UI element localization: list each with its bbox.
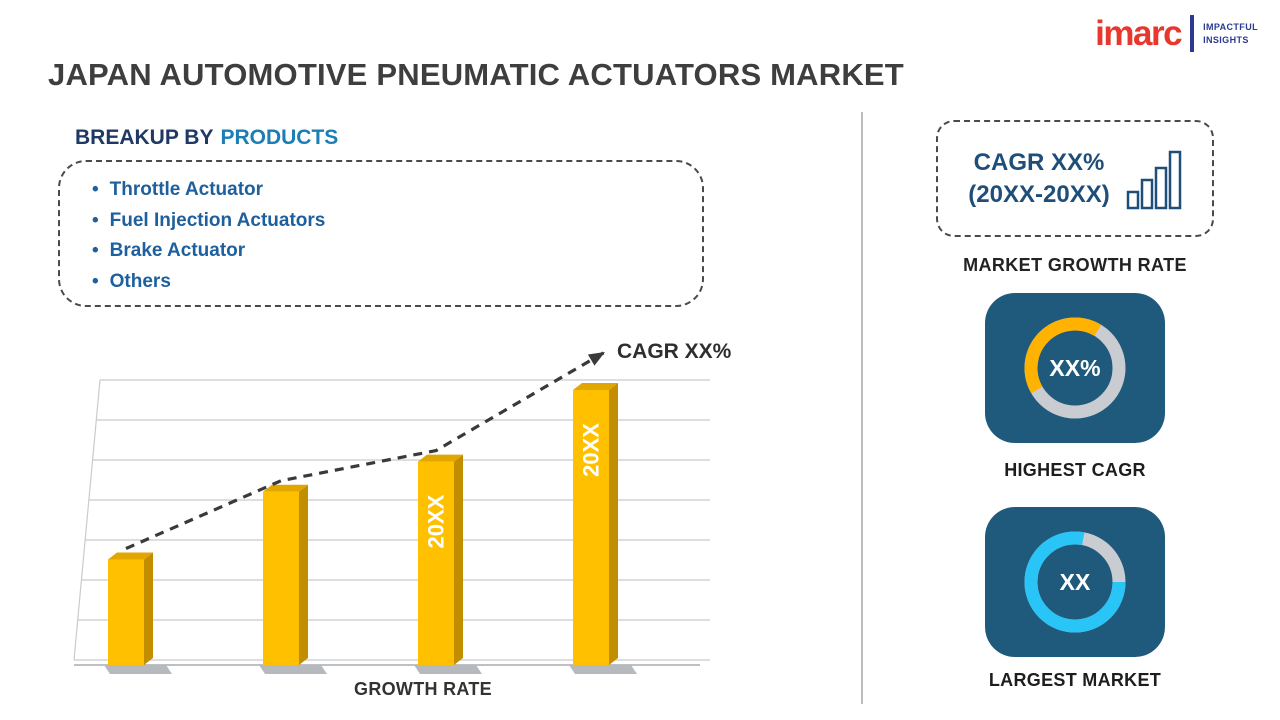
list-item: Others bbox=[92, 267, 702, 298]
logo-tagline-line1: IMPACTFUL bbox=[1203, 22, 1258, 33]
chart-x-axis-label: GROWTH RATE bbox=[354, 679, 492, 699]
cagr-summary-box: CAGR XX% (20XX-20XX) bbox=[936, 120, 1214, 237]
list-item: Throttle Actuator bbox=[92, 175, 702, 206]
breakup-heading: BREAKUP BY PRODUCTS bbox=[75, 126, 338, 150]
donut-center-value: XX% bbox=[1049, 355, 1100, 381]
largest-market-card: XX bbox=[985, 507, 1165, 657]
breakup-heading-highlight: PRODUCTS bbox=[220, 126, 339, 149]
largest-market-donut: XX bbox=[1024, 531, 1126, 633]
list-item: Fuel Injection Actuators bbox=[92, 206, 702, 237]
breakup-products-box: Throttle Actuator Fuel Injection Actuato… bbox=[58, 160, 704, 307]
logo-tagline-line2: INSIGHTS bbox=[1203, 34, 1249, 45]
highest-cagr-donut: XX% bbox=[1024, 317, 1126, 419]
section-divider bbox=[861, 112, 863, 704]
largest-market-caption: LARGEST MARKET bbox=[988, 670, 1162, 690]
svg-text:20XX: 20XX bbox=[579, 423, 604, 477]
cagr-value-line: CAGR XX% bbox=[973, 149, 1105, 177]
market-growth-rate-caption: MARKET GROWTH RATE bbox=[963, 255, 1187, 275]
highest-cagr-caption: HIGHEST CAGR bbox=[1004, 460, 1146, 480]
breakup-heading-prefix: BREAKUP BY bbox=[75, 126, 214, 149]
donut-center-value: XX bbox=[1060, 569, 1091, 595]
highest-cagr-card: XX% bbox=[985, 293, 1165, 443]
cagr-trend-label: CAGR XX% bbox=[617, 340, 732, 363]
logo-tagline: IMPACTFUL INSIGHTS bbox=[1203, 21, 1258, 45]
imarc-logo: imarc IMPACTFUL INSIGHTS bbox=[1095, 15, 1258, 52]
imarc-logo-text: imarc bbox=[1095, 14, 1182, 53]
cagr-period-line: (20XX-20XX) bbox=[968, 180, 1110, 208]
svg-text:20XX: 20XX bbox=[424, 494, 449, 548]
bar-chart-icon bbox=[1126, 150, 1181, 209]
donut-arc bbox=[1024, 531, 1126, 633]
growth-bar-chart: 20XX 20XX bbox=[73, 350, 710, 674]
cagr-summary-text: CAGR XX% (20XX-20XX) bbox=[968, 147, 1109, 209]
page-title: JAPAN AUTOMOTIVE PNEUMATIC ACTUATORS MAR… bbox=[48, 57, 904, 92]
list-item: Brake Actuator bbox=[92, 236, 702, 267]
logo-divider bbox=[1190, 15, 1195, 52]
